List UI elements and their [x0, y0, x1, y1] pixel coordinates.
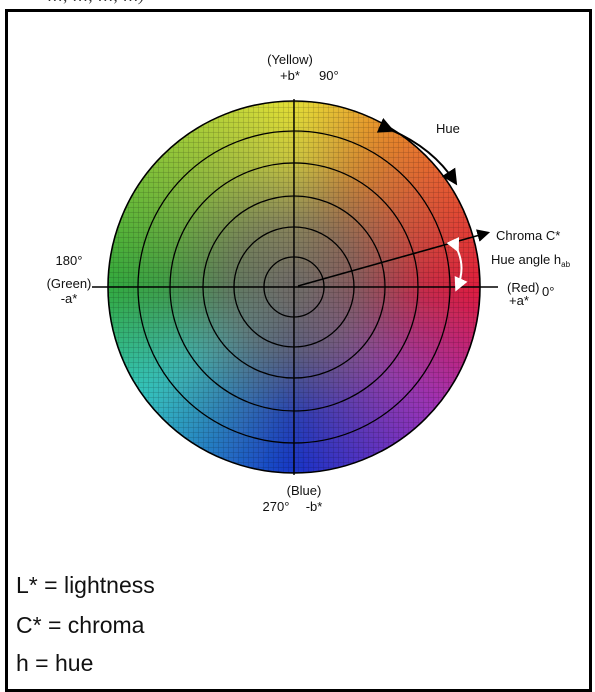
label-270-degrees: 270°: [263, 499, 290, 514]
hue-angle-arrow: [446, 236, 468, 292]
label-90-degrees: 90°: [319, 68, 339, 83]
grid-texture: [108, 101, 480, 473]
label-blue: (Blue): [287, 483, 322, 498]
label-red: (Red): [507, 280, 540, 295]
label-minus-b: -b*: [306, 499, 323, 514]
hue-arc-arrow: [376, 117, 458, 186]
label-green: (Green): [47, 276, 92, 291]
legend-lightness: L* = lightness: [16, 572, 155, 598]
label-hue: Hue: [436, 121, 460, 136]
cropped-top-text: …, …, …, …): [0, 0, 595, 8]
cielab-color-wheel-diagram: (Yellow) +b* 90° 180° (Green) -a* (Red) …: [47, 52, 571, 514]
label-plus-b: +b*: [280, 68, 300, 83]
label-hue-angle: Hue angle hab: [491, 252, 571, 269]
legend-chroma: C* = chroma: [16, 612, 145, 638]
label-180-degrees: 180°: [56, 253, 83, 268]
label-plus-a: +a*: [509, 293, 529, 308]
figure-frame: (Yellow) +b* 90° 180° (Green) -a* (Red) …: [5, 9, 592, 692]
label-0-degrees: 0°: [542, 284, 554, 299]
label-yellow: (Yellow): [267, 52, 313, 67]
label-minus-a: -a*: [61, 291, 78, 306]
legend-hue: h = hue: [16, 650, 94, 676]
label-chroma: Chroma C*: [496, 228, 560, 243]
top-fragment: …, …, …, …): [48, 0, 145, 6]
